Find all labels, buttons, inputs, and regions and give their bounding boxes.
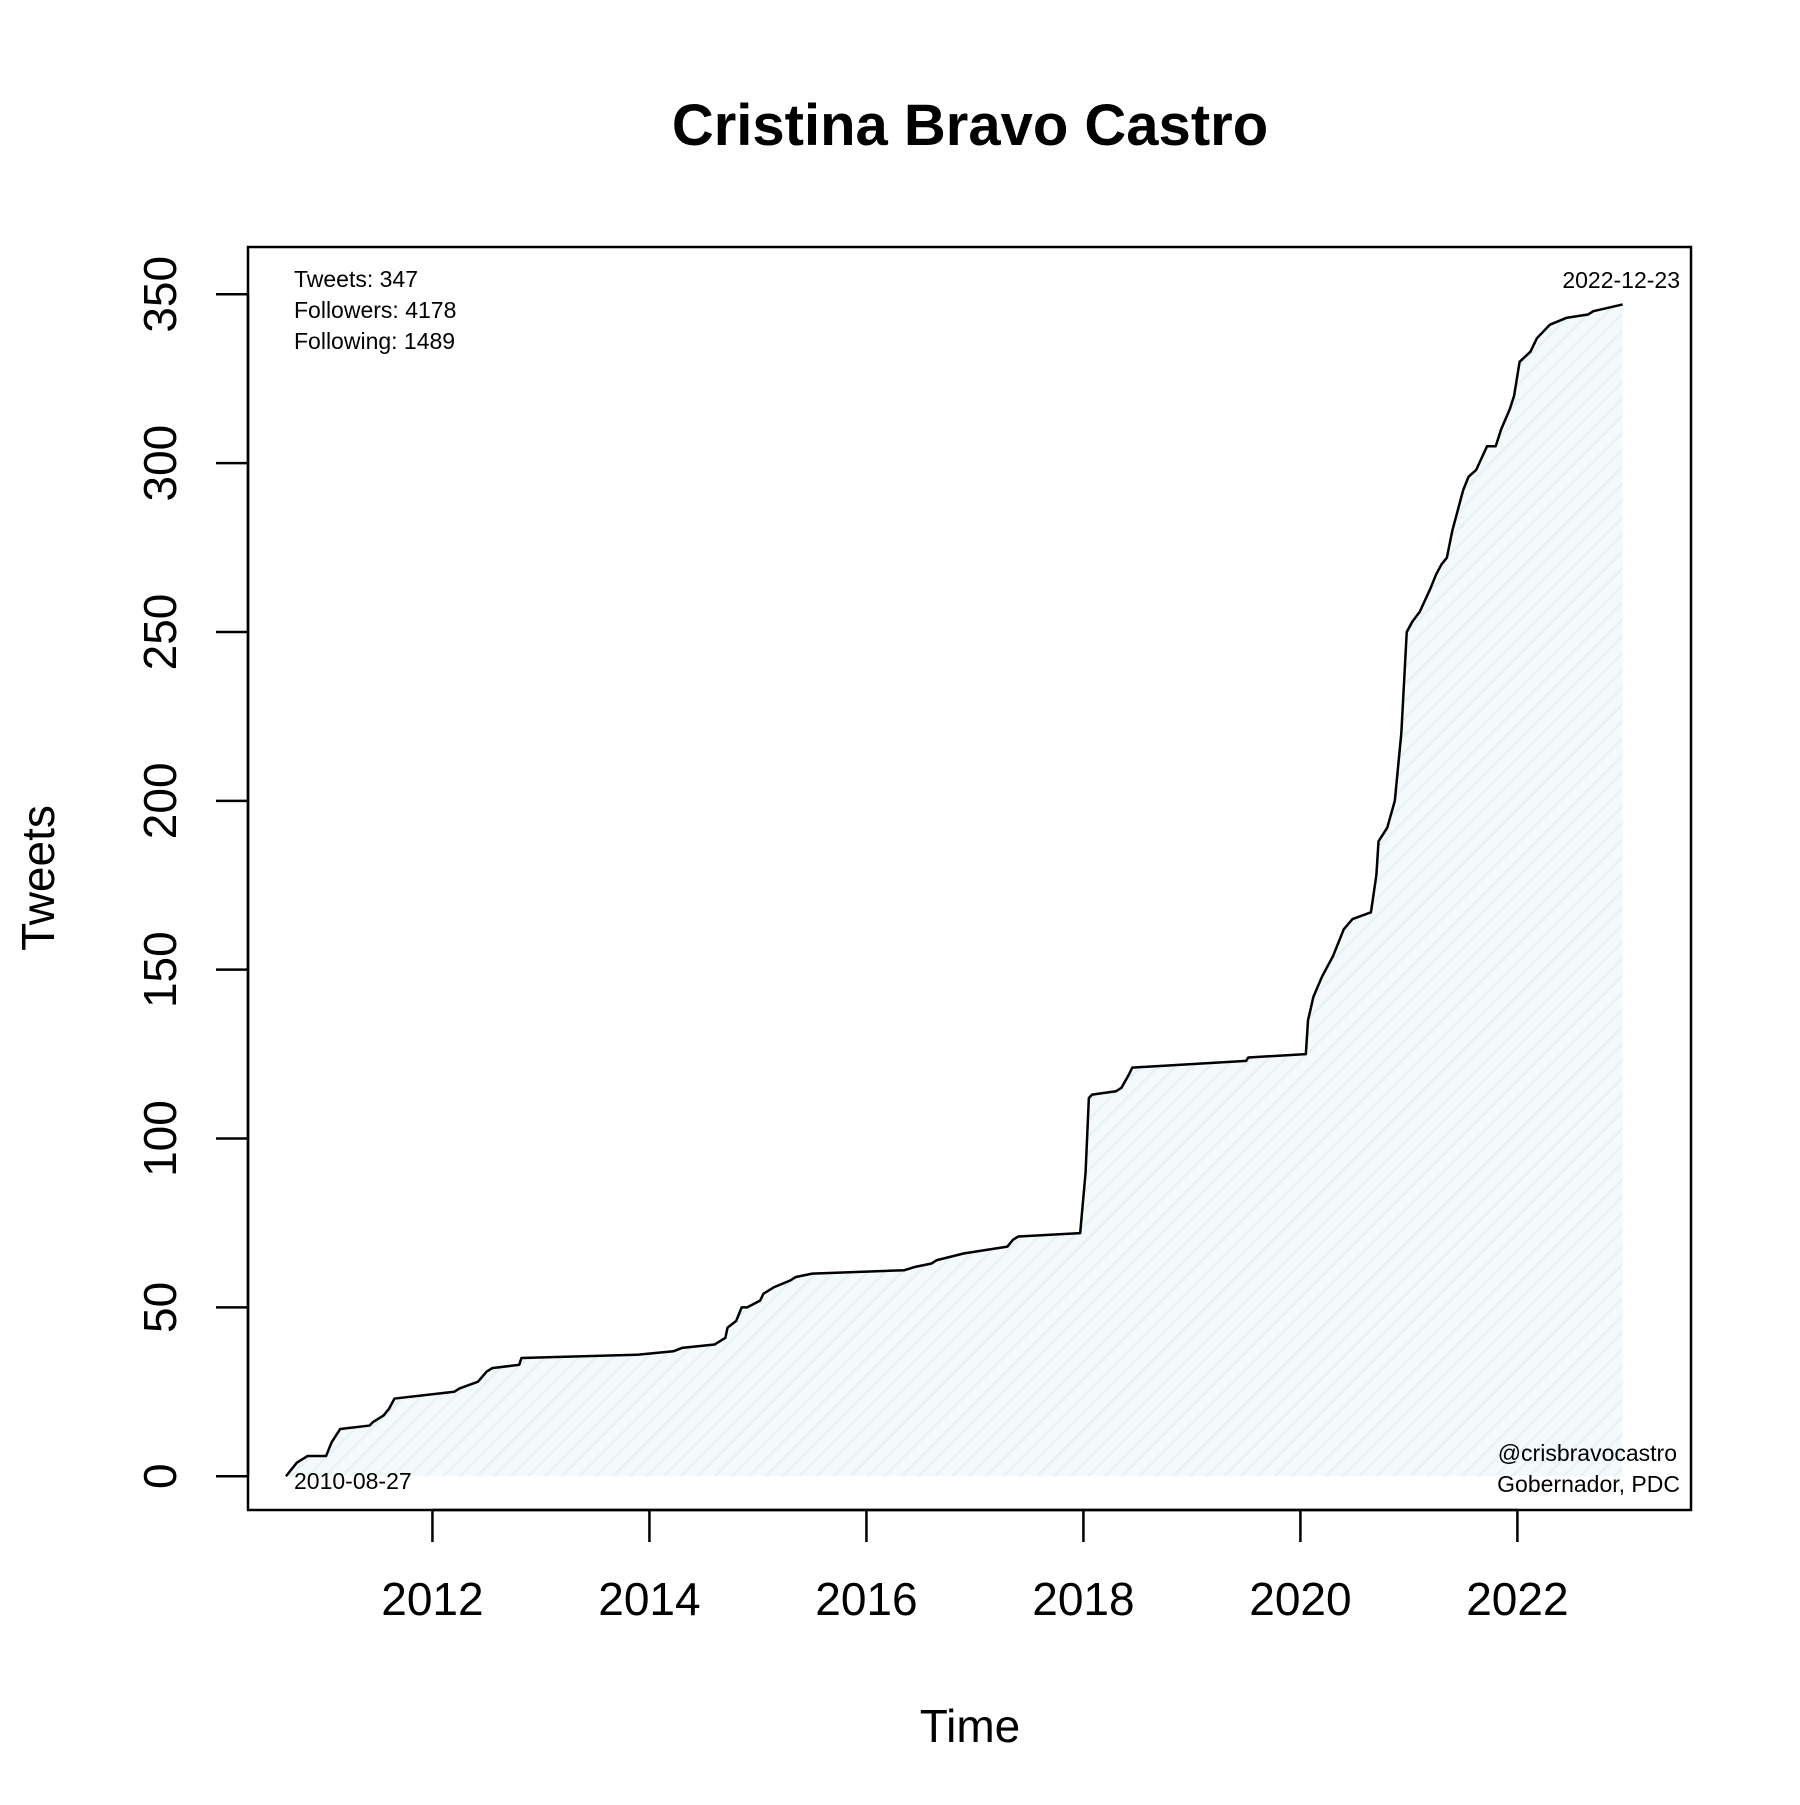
- y-tick-label: 150: [134, 931, 186, 1008]
- x-tick-label: 2020: [1249, 1573, 1351, 1625]
- x-axis-title: Time: [920, 1700, 1021, 1752]
- y-axis: 0 50 100 150 200 250 300 350: [134, 256, 250, 1489]
- x-axis: 2012 2014 2016 2018 2020 2022: [381, 1508, 1569, 1625]
- end-date-label: 2022-12-23: [1562, 267, 1680, 293]
- stat-following: Following: 1489: [294, 328, 455, 354]
- start-date-label: 2010-08-27: [294, 1468, 412, 1494]
- chart-title: Cristina Bravo Castro: [672, 93, 1268, 158]
- stat-followers: Followers: 4178: [294, 297, 456, 323]
- series-line-layer: [284, 303, 1623, 1478]
- role-label: Gobernador, PDC: [1497, 1471, 1680, 1497]
- y-tick-label: 50: [134, 1282, 186, 1333]
- y-tick-label: 100: [134, 1100, 186, 1177]
- stat-tweets: Tweets: 347: [294, 266, 418, 292]
- series-line: [284, 303, 1623, 1478]
- x-tick-label: 2014: [598, 1573, 700, 1625]
- x-tick-label: 2016: [815, 1573, 917, 1625]
- y-tick-label: 250: [134, 594, 186, 671]
- area-fill: [285, 304, 1623, 1477]
- x-tick-label: 2012: [381, 1573, 483, 1625]
- handle-label: @crisbravocastro: [1498, 1440, 1677, 1466]
- y-tick-label: 300: [134, 425, 186, 502]
- y-tick-label: 200: [134, 762, 186, 839]
- x-tick-label: 2018: [1032, 1573, 1134, 1625]
- y-tick-label: 0: [134, 1463, 186, 1489]
- area-fill-layer: [285, 304, 1623, 1477]
- y-tick-label: 350: [134, 256, 186, 333]
- y-axis-title: Tweets: [12, 805, 64, 951]
- x-tick-label: 2022: [1466, 1573, 1568, 1625]
